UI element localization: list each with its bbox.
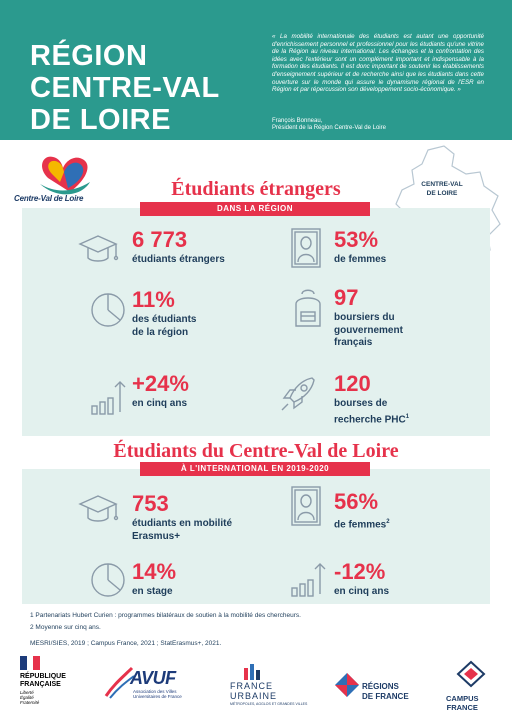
map-label-line1: CENTRE-VAL <box>421 181 463 188</box>
fu-line: FRANCE <box>230 681 274 691</box>
stat-label-line: boursiers du <box>334 312 395 323</box>
france-urbaine-logo: FRANCE URBAINE <box>230 681 277 701</box>
stat-label: étudiants en mobilité Erasmus+ <box>132 518 232 543</box>
campus-france-icon <box>456 660 486 688</box>
footnote-ref: 2 <box>386 519 390 525</box>
stat-value: 56% <box>334 489 379 514</box>
rf-motto-line: Liberté <box>20 690 34 695</box>
republique-francaise-logo: RÉPUBLIQUE FRANÇAISE <box>20 673 66 689</box>
fu-line: URBAINE <box>230 691 278 701</box>
stat-value: 53% <box>334 227 379 252</box>
stat-label-line: étudiants étrangers <box>132 254 225 265</box>
stat-label: en cinq ans <box>132 398 187 411</box>
stat-label-text: recherche PHC <box>334 413 406 425</box>
pie-chart-icon <box>91 293 125 327</box>
stat-label-line: Erasmus+ <box>132 530 181 542</box>
stat-label: en stage <box>132 586 173 599</box>
stat-label-line: en cinq ans <box>132 398 188 409</box>
stat-label: en cinq ans <box>334 586 389 599</box>
france-urbaine-icon <box>244 664 260 680</box>
stat-label: de femmes <box>334 254 386 267</box>
stat-value: 14% <box>132 559 177 584</box>
stat-label: bourses de recherche PHC1 <box>334 398 409 426</box>
stat-value: 120 <box>334 371 371 396</box>
avuf-subtitle: Association des Villes Universitaires de… <box>133 689 182 699</box>
region-logo-text: Centre-Val de Loire <box>14 194 84 203</box>
president-quote: « La mobilité internationale des étudian… <box>272 33 484 94</box>
author-role: Président de la Région Centre-Val de Loi… <box>272 125 386 132</box>
region-heart-logo-icon <box>40 156 90 195</box>
section1-banner: DANS LA RÉGION <box>140 202 370 216</box>
region-title: RÉGION CENTRE-VAL DE LOIRE <box>30 40 220 136</box>
footnote-2: 2 Moyenne sur cinq ans. <box>30 624 101 631</box>
section2-panel <box>22 469 490 604</box>
stat-label-text: de femmes <box>334 519 387 531</box>
campus-france-logo: CAMPUS FRANCE <box>446 694 479 712</box>
growth-bars-icon <box>91 381 126 415</box>
rocket-icon <box>281 377 315 411</box>
avuf-sub-line: Universitaires de France <box>133 694 182 699</box>
stat-label-line: de femmes <box>334 254 387 265</box>
stat-label-line: en stage <box>132 586 173 597</box>
section2-title: Étudiants du Centre-Val de Loire <box>113 440 399 462</box>
rdf-line: DE FRANCE <box>362 691 409 701</box>
stat-value: -12% <box>334 559 386 584</box>
stat-label-line: des étudiants <box>132 314 197 325</box>
graduation-cap-icon <box>78 235 119 262</box>
stat-label-line: de femmes2 <box>334 516 390 532</box>
footnote-ref: 1 <box>405 413 410 420</box>
backpack-icon <box>295 289 321 327</box>
stat-value: 753 <box>132 491 169 516</box>
france-urbaine-subtitle: MÉTROPOLES, AGGLOS ET GRANDES VILLES <box>230 702 308 706</box>
stat-label: étudiants étrangers <box>132 254 225 267</box>
stat-value: 11% <box>132 287 175 312</box>
footnote-1: 1 Partenariats Hubert Curien : programme… <box>30 612 301 619</box>
section1-title: Étudiants étrangers <box>171 178 341 200</box>
mona-lisa-icon <box>291 228 321 268</box>
rdf-line: RÉGIONS <box>362 682 399 691</box>
cf-line: FRANCE <box>446 702 478 712</box>
section1-panel <box>22 208 490 436</box>
stat-label-line: en cinq ans <box>334 586 390 597</box>
header-band <box>0 0 512 140</box>
section2-banner: À L'INTERNATIONAL EN 2019-2020 <box>140 462 370 476</box>
regions-de-france-icon <box>335 673 359 697</box>
stat-label-line: français <box>334 337 373 348</box>
avuf-logo: AVUF <box>130 668 176 688</box>
map-label-line2: DE LOIRE <box>426 190 458 197</box>
stat-label: boursiers du gouvernement français <box>334 312 403 350</box>
stat-label: des étudiants de la région <box>132 314 196 339</box>
avuf-swoosh-icon <box>104 666 134 699</box>
rf-line: FRANÇAISE <box>20 681 61 688</box>
stat-value: +24% <box>132 371 189 396</box>
stat-label: de femmes2 <box>334 516 390 532</box>
stat-label-line: étudiants en mobilité <box>132 518 233 529</box>
rf-line: RÉPUBLIQUE <box>20 673 66 680</box>
cf-line: CAMPUS <box>446 694 479 703</box>
stat-label-line: de la région <box>132 326 189 338</box>
avuf-sub-line: Association des Villes <box>133 689 177 694</box>
map-label: CENTRE-VAL DE LOIRE <box>412 180 472 198</box>
mona-lisa-icon <box>291 486 321 526</box>
stat-label-line: bourses de <box>334 398 388 409</box>
decline-bars-icon <box>291 563 326 597</box>
sources: MESRI/SIES, 2019 ; Campus France, 2021 ;… <box>30 640 222 647</box>
author-name: François Bonneau, <box>272 118 323 124</box>
quote-author: François Bonneau, Président de la Région… <box>272 118 484 133</box>
stat-label-line: gouvernement <box>334 324 403 336</box>
marianne-flag-icon <box>20 656 40 670</box>
pie-chart-icon <box>91 563 125 597</box>
rf-motto-line: Fraternité <box>20 700 40 705</box>
stat-label-line: recherche PHC1 <box>334 411 409 427</box>
stat-value: 6 773 <box>132 227 188 252</box>
rf-motto: Liberté Égalité Fraternité <box>20 690 39 705</box>
regions-de-france-logo: RÉGIONS DE FRANCE <box>362 682 409 701</box>
rf-motto-line: Égalité <box>20 695 34 700</box>
stat-value: 97 <box>334 285 359 310</box>
graduation-cap-icon <box>78 495 119 522</box>
